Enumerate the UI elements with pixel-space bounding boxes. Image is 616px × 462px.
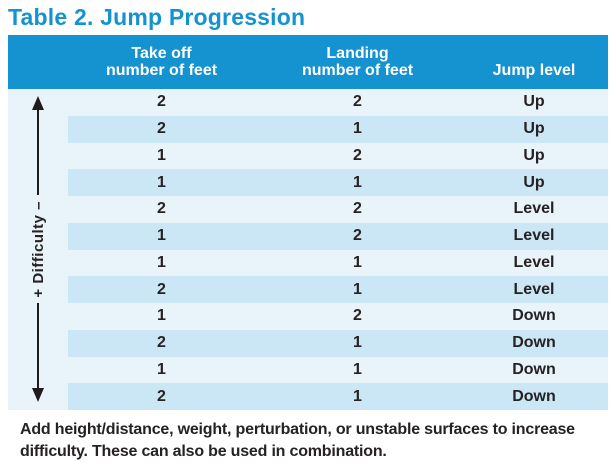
table-row: 2 1 Level	[8, 276, 608, 303]
takeoff-cell: 2	[68, 115, 255, 143]
takeoff-cell: 1	[157, 307, 166, 325]
takeoff-cell: 2	[68, 276, 255, 303]
landing-cell: 2	[353, 307, 362, 325]
arrow-up-icon	[32, 96, 44, 110]
table-row: 1 1 Up	[8, 169, 608, 196]
table-title: Table 2. Jump Progression	[8, 4, 306, 30]
arrow-shaft-top	[37, 110, 39, 195]
takeoff-cell: 1	[68, 222, 255, 250]
landing-cell: 1	[255, 276, 460, 303]
header-jump-level: Jump level	[460, 35, 608, 89]
jump-level-cell: Down	[460, 329, 608, 357]
takeoff-cell: 1	[157, 253, 166, 271]
table-row: 2 1 Up	[8, 115, 608, 143]
landing-cell: 2	[353, 93, 362, 111]
header-landing-line2: number of feet	[301, 62, 414, 79]
takeoff-cell: 2	[68, 383, 255, 410]
landing-cell: 1	[255, 169, 460, 196]
header-landing-line1: Landing	[326, 45, 389, 62]
jump-level-cell: Level	[460, 222, 608, 250]
landing-cell: 2	[255, 222, 460, 250]
takeoff-cell: 1	[157, 360, 166, 378]
landing-cell: 2	[353, 146, 362, 164]
jump-level-cell: Level	[513, 253, 555, 271]
table-row: 2 1 Down	[8, 383, 608, 410]
jump-level-cell: Level	[460, 276, 608, 303]
takeoff-cell: 2	[157, 200, 166, 218]
jump-level-cell: Level	[513, 200, 555, 218]
jump-level-cell: Up	[523, 93, 545, 111]
jump-level-cell: Down	[460, 383, 608, 410]
arrow-down-icon	[32, 388, 44, 403]
table-row: 1 1 Level	[8, 250, 608, 277]
landing-cell: 1	[255, 383, 460, 410]
landing-cell: 2	[353, 200, 362, 218]
jump-level-cell: Up	[523, 146, 545, 164]
table-rows: 2 2 Up 2 1 Up 1 2 Up 1 1 Up 2 2 Level 1 2 Level 1 1 Level 2 1 L…	[8, 89, 608, 410]
jump-progression-table: Take off number of feet Landing number o…	[8, 35, 608, 410]
landing-cell: 1	[353, 360, 362, 378]
takeoff-cell: 2	[68, 329, 255, 357]
header-takeoff-line1: Take off	[131, 45, 192, 62]
difficulty-axis-label: + Difficulty –	[29, 200, 47, 298]
takeoff-cell: 1	[157, 146, 166, 164]
table-body: 2 2 Up 2 1 Up 1 2 Up 1 1 Up 2 2 Level 1 2 Level 1 1 Level 2 1 L…	[8, 89, 608, 410]
jump-level-cell: Up	[460, 169, 608, 196]
table-row: 1 2 Up	[8, 143, 608, 170]
table-row: 2 2 Up	[8, 89, 608, 116]
footnote: Add height/distance, weight, perturbatio…	[20, 421, 575, 460]
header-takeoff: Take off number of feet	[68, 35, 255, 89]
table-header-row: Take off number of feet Landing number o…	[8, 35, 608, 89]
landing-cell: 1	[255, 329, 460, 357]
table-row: 1 2 Level	[8, 222, 608, 250]
takeoff-cell: 2	[157, 93, 166, 111]
table-row: 1 2 Down	[8, 303, 608, 330]
landing-cell: 1	[353, 253, 362, 271]
header-landing: Landing number of feet	[255, 35, 460, 89]
jump-level-cell: Up	[460, 115, 608, 143]
header-jump-level-label: Jump level	[492, 62, 576, 79]
jump-level-cell: Down	[512, 307, 556, 325]
header-axis-spacer	[8, 35, 68, 89]
table-row: 2 1 Down	[8, 329, 608, 357]
table-row: 2 2 Level	[8, 196, 608, 223]
table-row: 1 1 Down	[8, 357, 608, 384]
jump-level-cell: Down	[512, 360, 556, 378]
header-takeoff-line2: number of feet	[105, 62, 218, 79]
difficulty-axis: + Difficulty –	[8, 89, 68, 410]
page: Table 2. Jump Progression Take off numbe…	[0, 4, 616, 462]
takeoff-cell: 1	[68, 169, 255, 196]
arrow-shaft-bottom	[37, 303, 39, 389]
landing-cell: 1	[255, 115, 460, 143]
